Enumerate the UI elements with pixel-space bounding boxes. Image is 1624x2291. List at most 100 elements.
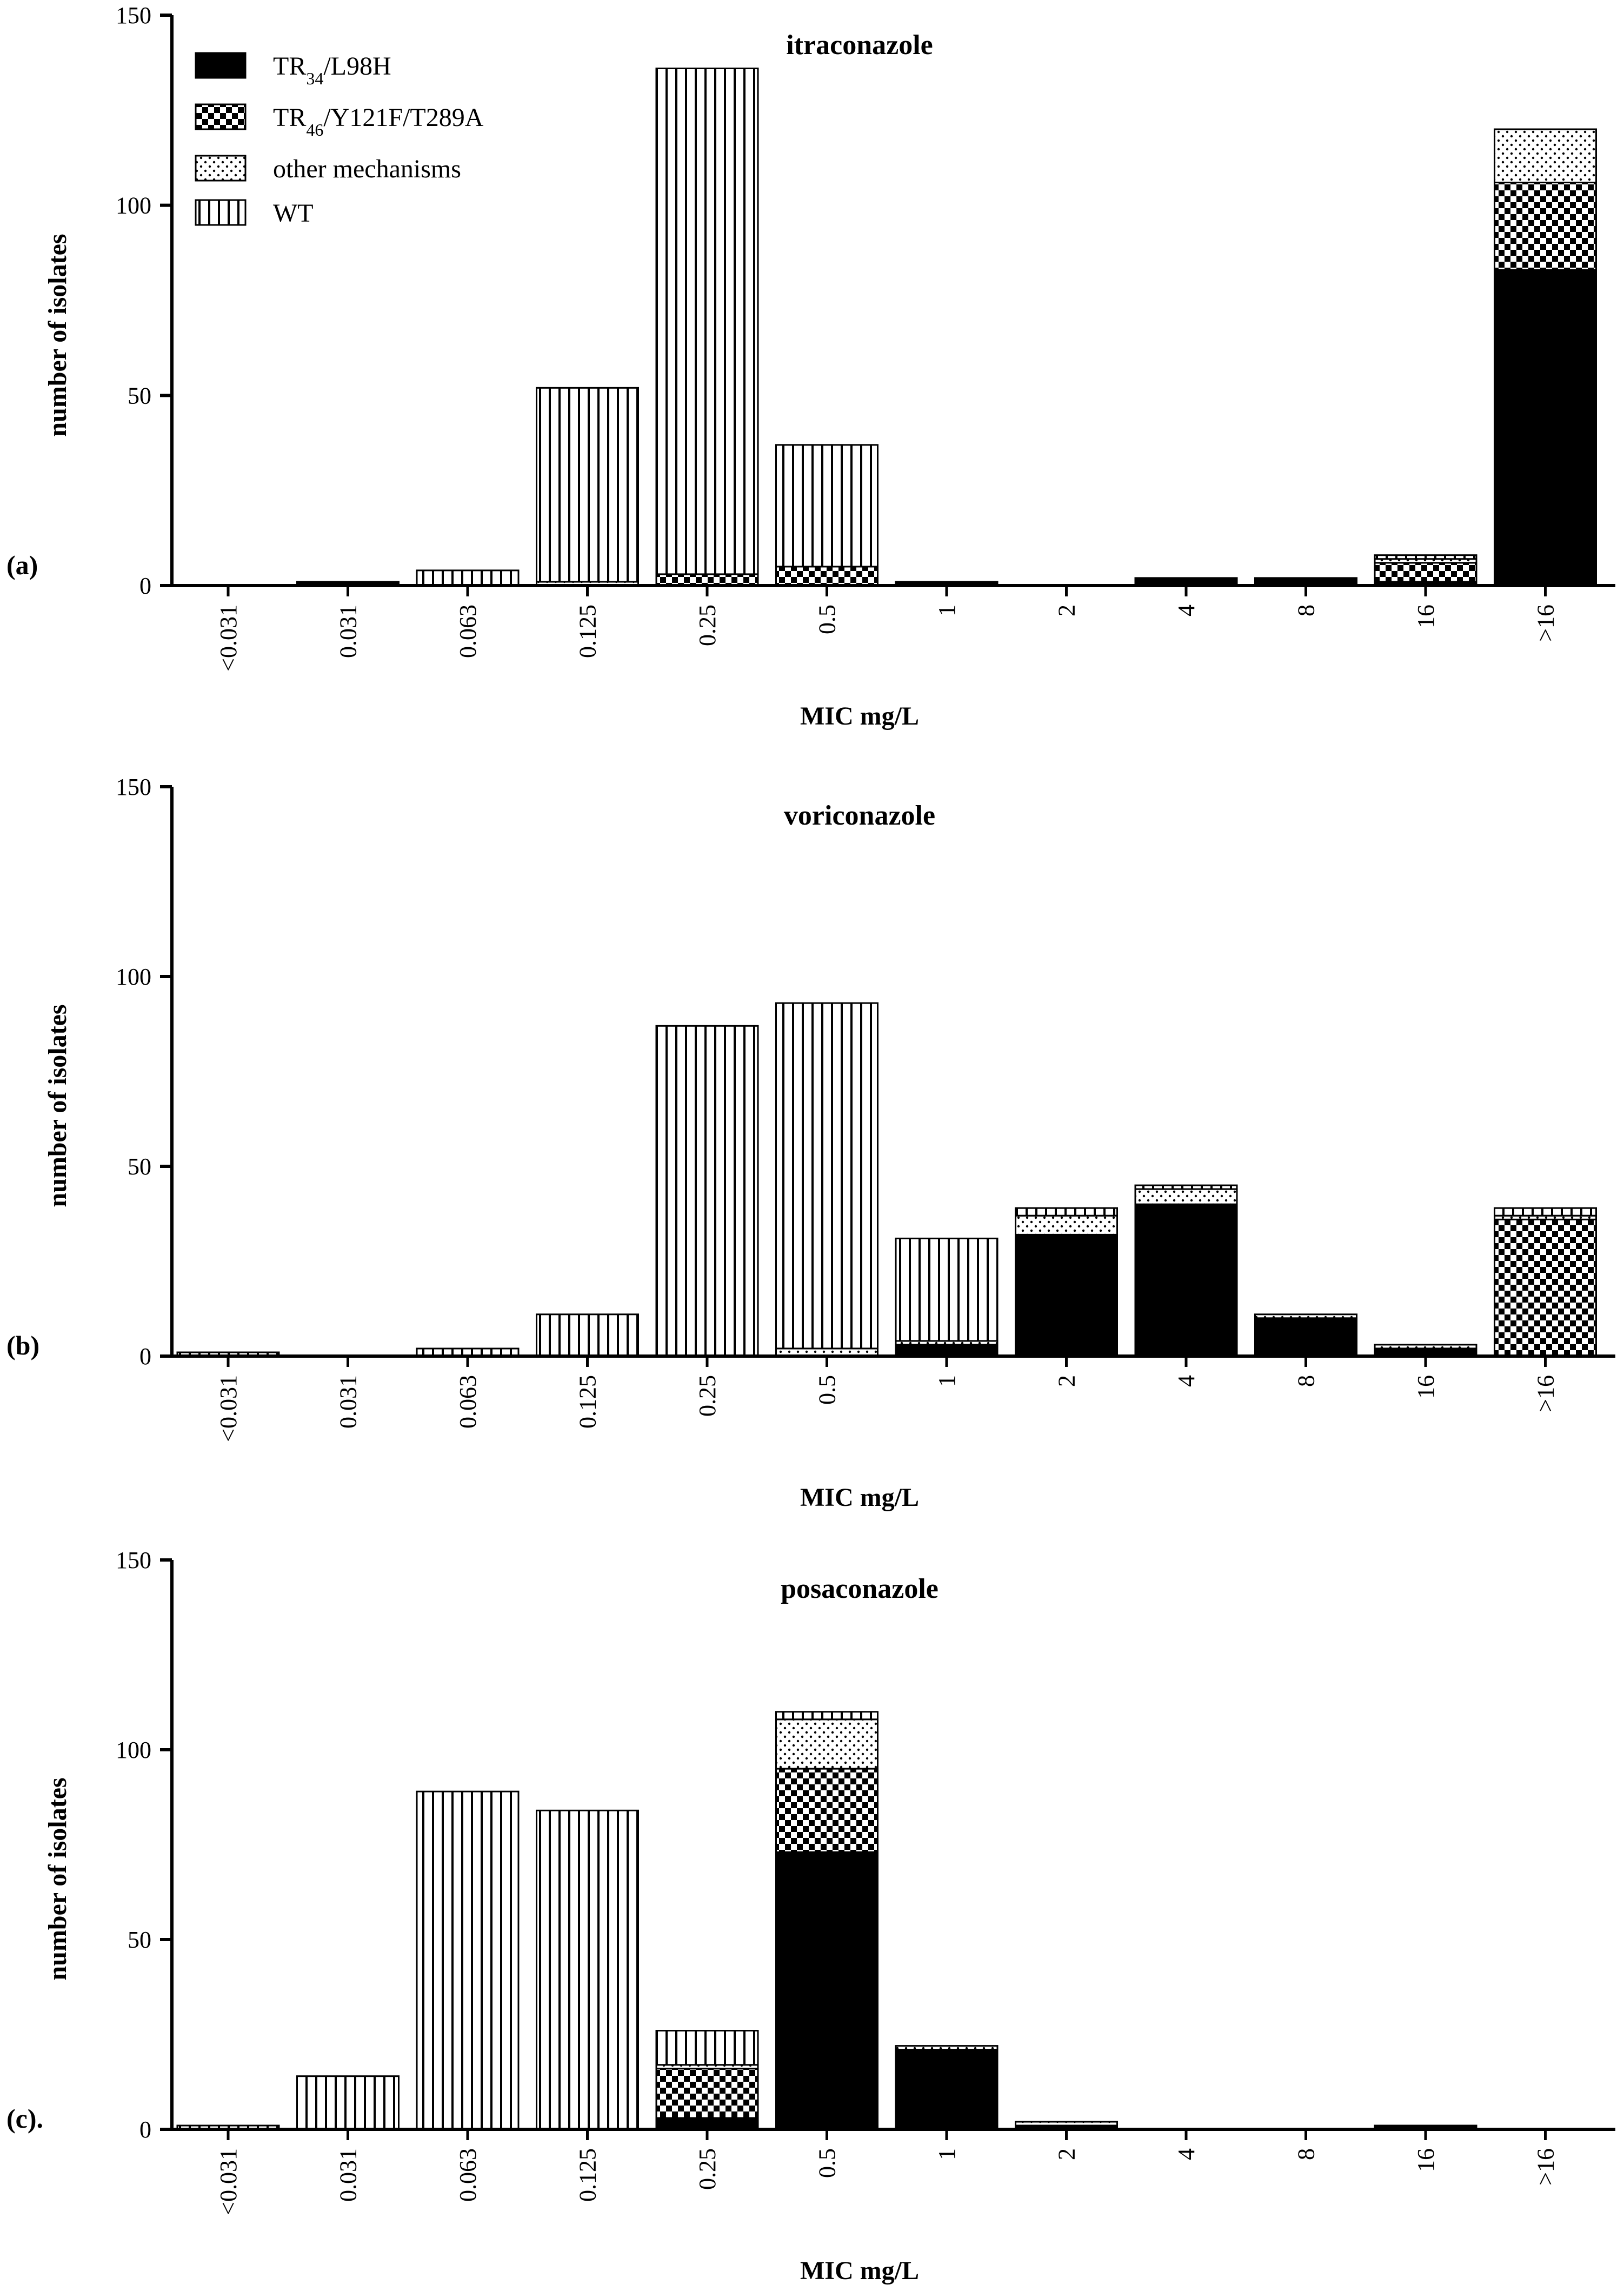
legend-item-tr46: TR46/Y121F/T289A: [195, 103, 484, 140]
bar-segment-wt: [1134, 1184, 1238, 1190]
bars: [296, 68, 1597, 587]
y-tick-labels: 0 50 100 150: [116, 2, 151, 599]
x-tick-label: 1: [934, 605, 960, 616]
x-tick-label: 2: [1054, 605, 1080, 616]
chart-title: voriconazole: [784, 800, 935, 831]
y-tick-labels: 0 50 100 150: [116, 774, 151, 1370]
y-tick-label: 100: [116, 192, 151, 219]
bar-segment-tr46: [775, 566, 878, 587]
bar-segment-tr34: [895, 2049, 999, 2130]
bar-segment-other: [775, 1718, 878, 1770]
bar-segment-wt: [1494, 1207, 1597, 1217]
chart-title: posaconazole: [781, 1573, 939, 1604]
x-tick-label: 4: [1173, 1375, 1200, 1387]
y-axis-title: number of isolates: [43, 234, 72, 436]
bar-segment-wt: [775, 1711, 878, 1721]
x-tick-label: 0.5: [814, 605, 841, 634]
x-axis-title: MIC mg/L: [800, 702, 919, 731]
x-tick-label: 0.5: [814, 2148, 841, 2178]
x-tick-label: 4: [1173, 2148, 1200, 2160]
bars: [176, 1002, 1597, 1357]
axes: [160, 1558, 1615, 2140]
y-tick-label: 50: [128, 1153, 151, 1180]
y-axis-title: number of isolates: [43, 1777, 72, 1980]
legend-swatch-wt: [195, 199, 247, 226]
x-tick-label: 0.25: [694, 605, 721, 646]
bar-segment-wt: [416, 1790, 520, 2130]
x-tick-label: 8: [1293, 2148, 1320, 2160]
y-tick-labels: 0 50 100 150: [116, 1547, 151, 2143]
y-tick-label: 0: [139, 1343, 151, 1370]
legend-label-other: other mechanisms: [273, 155, 461, 183]
bar-segment-other: [1015, 1214, 1118, 1236]
x-tick-label: 1: [934, 2148, 960, 2160]
bar-segment-tr46: [775, 1768, 878, 1854]
bar-segment-tr34: [1134, 1203, 1238, 1357]
bar-segment-wt: [895, 1237, 999, 1342]
x-tick-labels: <0.031 0.031 0.063 0.125 0.25 0.5 1 2 4 8 16 >16: [215, 605, 1559, 672]
bar-segment-tr34: [775, 1851, 878, 2130]
bar-segment-wt: [296, 2075, 400, 2130]
bar-segment-tr34: [1494, 269, 1597, 587]
x-tick-label: 8: [1293, 1375, 1320, 1387]
legend-swatch-tr34: [195, 52, 247, 79]
bar-segment-wt: [536, 1809, 639, 2130]
x-tick-label: 0.25: [694, 2148, 721, 2190]
legend-label-wt: WT: [273, 199, 314, 228]
bar-segment-wt: [775, 444, 878, 568]
legend-item-wt: WT: [195, 199, 314, 228]
axes: [160, 14, 1615, 596]
x-tick-label: 8: [1293, 605, 1320, 616]
legend-label-tr46-rest: /Y121F/T289A: [323, 103, 483, 132]
legend-item-tr34: TR34/L98H: [195, 52, 391, 88]
x-tick-label: 2: [1054, 2148, 1080, 2160]
y-tick-label: 150: [116, 774, 151, 800]
chart-title: itraconazole: [786, 30, 933, 61]
bar-segment-tr46: [1494, 182, 1597, 271]
legend-label-tr34-sub: 34: [306, 69, 323, 88]
axes: [160, 785, 1615, 1367]
legend-item-other: other mechanisms: [195, 155, 461, 183]
bar-segment-wt: [1374, 554, 1477, 560]
y-tick-label: 0: [139, 573, 151, 599]
bar-segment-other: [1254, 1313, 1357, 1319]
panel-label: (b): [6, 1330, 39, 1360]
x-tick-label: >16: [1533, 605, 1559, 642]
x-tick-labels: <0.031 0.031 0.063 0.125 0.25 0.5 1 2 4 8 16 >16: [215, 2148, 1559, 2215]
svg-text:TR46/Y121F/T289A: TR46/Y121F/T289A: [273, 103, 484, 140]
bar-segment-tr34: [655, 2117, 759, 2130]
x-tick-label: >16: [1533, 2148, 1559, 2186]
bar-segment-other: [1374, 1344, 1477, 1350]
bar-segment-wt: [655, 2030, 759, 2066]
bar-segment-tr46: [1494, 1218, 1597, 1357]
y-tick-label: 50: [128, 382, 151, 409]
x-tick-label: 0.063: [455, 1375, 481, 1429]
legend-label-tr34-main: TR: [273, 52, 306, 81]
bar-segment-other: [895, 2045, 999, 2051]
legend: TR34/L98H TR46/Y121F/T289A other mechani…: [195, 52, 484, 228]
legend-swatch-tr46: [195, 103, 247, 130]
bar-segment-wt: [775, 1002, 878, 1350]
svg-text:TR34/L98H: TR34/L98H: [273, 52, 391, 88]
x-tick-label: 0.125: [575, 605, 601, 658]
y-tick-label: 0: [139, 2116, 151, 2143]
y-tick-label: 100: [116, 964, 151, 990]
x-tick-label: 0.031: [335, 605, 362, 658]
y-tick-label: 50: [128, 1927, 151, 1953]
legend-label-tr46-sub: 46: [306, 120, 323, 140]
bar-segment-tr46: [655, 573, 759, 587]
bar-segment-tr46: [1374, 562, 1477, 583]
y-tick-label: 100: [116, 1737, 151, 1763]
x-tick-label: 0.25: [694, 1375, 721, 1417]
x-tick-label: 0.063: [455, 2148, 481, 2202]
x-tick-label: <0.031: [215, 2148, 242, 2215]
x-axis-title: MIC mg/L: [800, 2256, 919, 2285]
legend-swatch-other: [195, 155, 247, 182]
bar-segment-wt: [536, 1313, 639, 1357]
bar-segment-tr34: [1254, 1317, 1357, 1357]
panel-label: (a): [6, 550, 38, 580]
bar-segment-wt: [416, 569, 520, 587]
y-tick-label: 150: [116, 2, 151, 29]
x-tick-label: 16: [1413, 605, 1439, 628]
legend-label-tr46-main: TR: [273, 103, 306, 132]
